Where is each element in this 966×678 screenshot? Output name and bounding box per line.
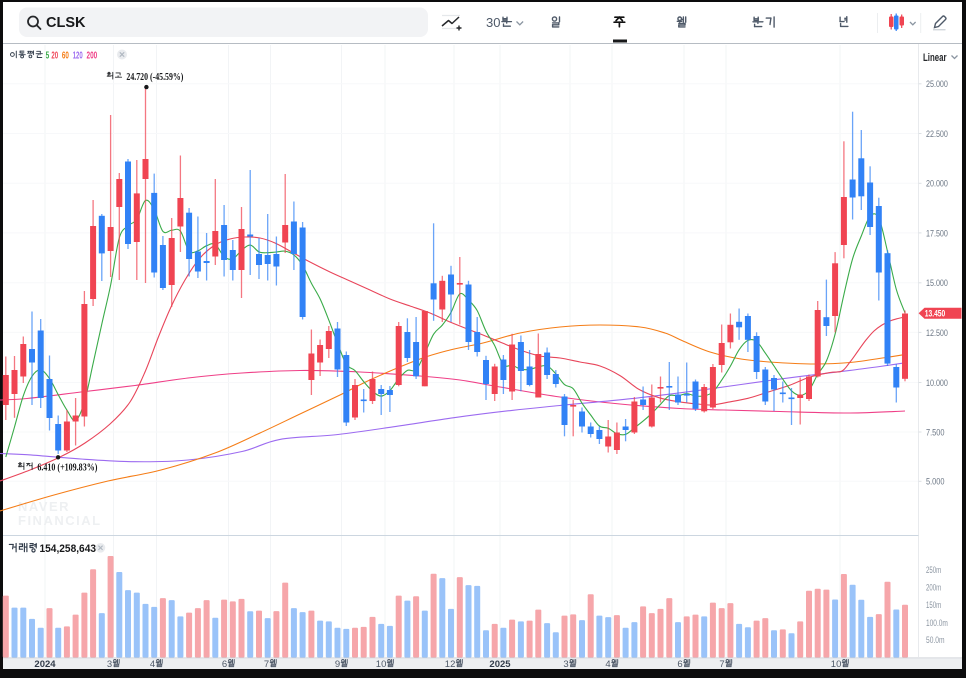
svg-text:2025: 2025: [489, 659, 511, 670]
svg-text:6: 6: [222, 659, 227, 670]
svg-text:4: 4: [150, 659, 155, 670]
svg-text:3: 3: [563, 659, 568, 670]
svg-text:7: 7: [264, 659, 269, 670]
svg-text:7.500: 7.500: [926, 427, 945, 438]
svg-text:120: 120: [73, 50, 83, 61]
svg-text:13.450: 13.450: [925, 309, 945, 320]
svg-text:7: 7: [719, 659, 724, 670]
svg-text:3: 3: [107, 659, 112, 670]
svg-text:10: 10: [376, 659, 387, 670]
svg-text:200m: 200m: [926, 583, 941, 594]
svg-text:6: 6: [677, 659, 682, 670]
svg-text:10.000: 10.000: [926, 378, 948, 389]
svg-text:25.000: 25.000: [926, 79, 948, 90]
svg-text:50.0m: 50.0m: [926, 635, 945, 646]
svg-text:CLSK: CLSK: [46, 15, 86, 31]
svg-text:154,258,643: 154,258,643: [40, 543, 97, 555]
svg-text:250m: 250m: [926, 565, 941, 576]
svg-text:NAVER: NAVER: [18, 499, 70, 514]
svg-text:100.0m: 100.0m: [926, 618, 948, 629]
svg-text:5: 5: [46, 50, 50, 61]
svg-text:12: 12: [445, 659, 456, 670]
svg-text:2024: 2024: [34, 659, 56, 670]
svg-text:20: 20: [51, 50, 58, 61]
svg-text:20.000: 20.000: [926, 179, 948, 190]
svg-text:9: 9: [335, 659, 340, 670]
svg-text:22.500: 22.500: [926, 129, 948, 140]
svg-text:12.500: 12.500: [926, 328, 948, 339]
svg-text:5.000: 5.000: [926, 477, 945, 488]
svg-text:30: 30: [486, 15, 500, 30]
svg-text:15.000: 15.000: [926, 278, 948, 289]
svg-text:Linear: Linear: [923, 52, 947, 64]
svg-text:24.720 (-45.59%): 24.720 (-45.59%): [126, 71, 183, 83]
svg-text:17.500: 17.500: [926, 228, 948, 239]
svg-text:4: 4: [605, 659, 610, 670]
svg-text:200: 200: [87, 50, 98, 61]
svg-text:6.410 (+109.83%): 6.410 (+109.83%): [37, 461, 97, 473]
svg-text:10: 10: [831, 659, 842, 670]
svg-text:60: 60: [62, 50, 69, 61]
svg-text:FINANCIAL: FINANCIAL: [18, 513, 102, 528]
svg-text:150m: 150m: [926, 600, 941, 611]
